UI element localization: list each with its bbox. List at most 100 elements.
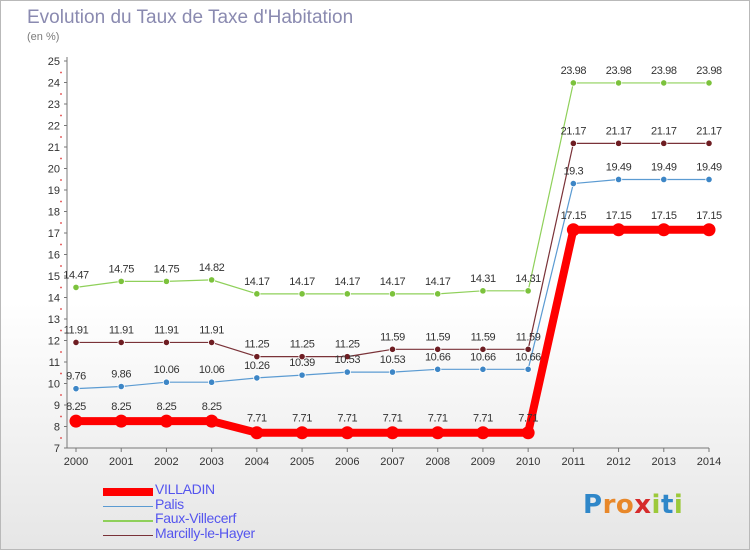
data-point bbox=[702, 223, 716, 237]
data-label: 17.15 bbox=[606, 210, 632, 222]
data-label: 7.71 bbox=[473, 413, 493, 425]
data-point bbox=[479, 345, 487, 353]
data-point bbox=[566, 223, 580, 237]
data-label: 14.47 bbox=[63, 269, 89, 281]
data-label: 10.06 bbox=[199, 364, 225, 376]
data-point bbox=[479, 287, 487, 295]
data-label: 11.91 bbox=[64, 324, 89, 336]
data-point bbox=[340, 426, 354, 440]
data-label: 10.66 bbox=[425, 351, 451, 363]
legend-label: VILLADIN bbox=[155, 481, 215, 497]
logo-letter: i bbox=[651, 490, 661, 520]
proxiti-logo: Proxiti bbox=[583, 490, 683, 520]
chart-series bbox=[69, 79, 716, 440]
data-label: 19.49 bbox=[606, 161, 632, 173]
data-point bbox=[434, 365, 442, 373]
data-point bbox=[162, 338, 171, 347]
data-label: 14.17 bbox=[289, 276, 315, 288]
data-point bbox=[117, 277, 125, 285]
data-point bbox=[434, 290, 442, 298]
data-label: 10.66 bbox=[515, 351, 541, 363]
data-label: 8.25 bbox=[202, 401, 222, 413]
data-label: 7.71 bbox=[428, 413, 448, 425]
chart-axes: 7 8 9 10 11 12 13 14 15 16 17 18 19 20 21 22 23 24 25 2000 2… bbox=[48, 56, 721, 468]
data-point bbox=[205, 414, 219, 428]
series-faux-villecerf bbox=[72, 79, 713, 298]
y-tick-label: 11 bbox=[49, 357, 60, 369]
data-point bbox=[524, 345, 532, 353]
data-label: 8.25 bbox=[66, 401, 86, 413]
y-tick-label: 9 bbox=[54, 400, 60, 412]
data-point bbox=[117, 338, 125, 347]
y-tick-label: 7 bbox=[54, 443, 60, 455]
data-point bbox=[479, 365, 487, 373]
data-point bbox=[343, 368, 351, 376]
data-label: 23.98 bbox=[651, 65, 677, 77]
data-label: 10.53 bbox=[380, 354, 406, 366]
data-label: 11.59 bbox=[380, 331, 405, 343]
data-point bbox=[208, 338, 216, 347]
data-point bbox=[253, 290, 261, 298]
data-label: 14.17 bbox=[380, 276, 406, 288]
y-tick-label: 10 bbox=[48, 379, 60, 391]
data-label: 23.98 bbox=[696, 65, 722, 77]
data-label: 21.17 bbox=[561, 125, 587, 137]
data-point bbox=[705, 139, 713, 147]
data-point bbox=[162, 378, 171, 386]
y-tick-label: 22 bbox=[48, 121, 60, 133]
data-point bbox=[253, 374, 261, 382]
data-label: 21.17 bbox=[696, 125, 722, 137]
data-point bbox=[524, 365, 532, 373]
data-label: 11.25 bbox=[290, 339, 315, 351]
x-tick-label: 2008 bbox=[425, 456, 449, 468]
y-tick-label: 12 bbox=[48, 336, 60, 348]
data-label: 11.59 bbox=[516, 331, 541, 343]
data-point bbox=[388, 345, 397, 353]
data-label: 19.49 bbox=[651, 161, 677, 173]
data-label: 7.71 bbox=[247, 413, 267, 425]
x-tick-label: 2004 bbox=[245, 456, 269, 468]
y-tick-label: 8 bbox=[54, 422, 60, 434]
data-point bbox=[386, 426, 399, 440]
y-tick-label: 23 bbox=[48, 99, 60, 111]
x-tick-label: 2007 bbox=[380, 456, 404, 468]
x-tick-label: 2014 bbox=[697, 456, 721, 468]
logo-letter: o bbox=[615, 490, 635, 520]
data-label: 21.17 bbox=[651, 125, 677, 137]
x-tick-label: 2013 bbox=[652, 456, 676, 468]
data-point bbox=[298, 353, 306, 361]
logo-letter: t bbox=[660, 490, 674, 520]
logo-letter: i bbox=[673, 490, 684, 520]
data-point bbox=[569, 139, 577, 147]
data-point bbox=[705, 79, 713, 87]
data-point bbox=[524, 287, 532, 295]
data-point bbox=[298, 371, 306, 379]
y-tick-label: 18 bbox=[48, 207, 60, 219]
data-point bbox=[614, 79, 623, 87]
data-point bbox=[72, 385, 80, 393]
x-tick-label: 2012 bbox=[606, 456, 630, 468]
legend-label: Palis bbox=[155, 495, 184, 512]
x-tick-label: 2005 bbox=[290, 456, 314, 468]
data-point bbox=[208, 276, 216, 284]
data-point bbox=[431, 426, 445, 440]
data-point bbox=[569, 179, 577, 188]
y-tick-label: 16 bbox=[48, 250, 60, 262]
legend-swatch bbox=[103, 534, 153, 537]
data-point bbox=[343, 290, 351, 298]
logo-letter: r bbox=[602, 490, 616, 520]
data-label: 11.25 bbox=[244, 339, 269, 351]
data-label: 19.49 bbox=[696, 161, 722, 173]
data-point bbox=[72, 283, 80, 291]
data-point bbox=[159, 414, 173, 428]
data-point bbox=[434, 345, 442, 353]
data-label: 11.59 bbox=[425, 331, 450, 343]
data-label: 14.75 bbox=[154, 263, 180, 275]
data-point bbox=[117, 382, 125, 391]
data-point bbox=[476, 426, 490, 440]
y-tick-label: 24 bbox=[48, 78, 60, 90]
x-tick-label: 2002 bbox=[154, 456, 178, 468]
data-point bbox=[569, 79, 577, 87]
data-label: 11.91 bbox=[109, 324, 134, 336]
